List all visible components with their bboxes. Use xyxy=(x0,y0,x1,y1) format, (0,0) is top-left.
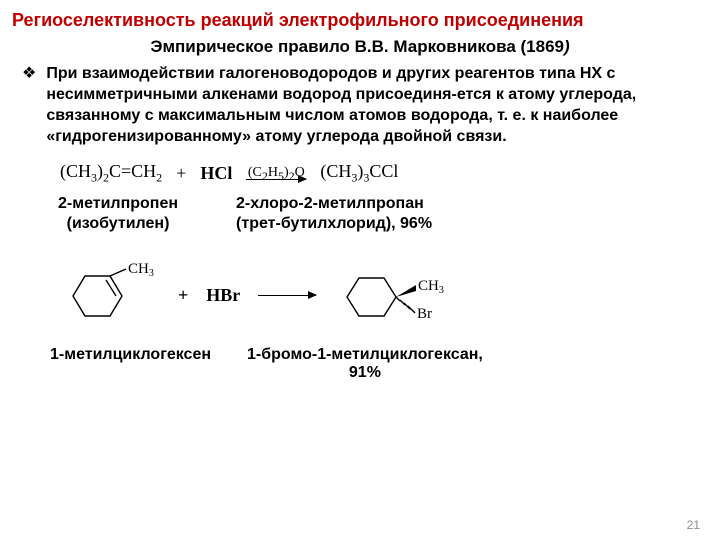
t: (C xyxy=(248,165,262,180)
eq2-plus: + xyxy=(178,285,188,306)
equation-2: CH3 + HBr CH3 Br xyxy=(60,260,720,332)
eq2-arrow xyxy=(258,295,316,296)
subtitle: Эмпирическое правило В.В. Марковникова (… xyxy=(0,35,720,63)
eq1-plus: + xyxy=(176,163,186,184)
t: (CH xyxy=(60,161,91,181)
arrow-line-icon xyxy=(258,295,316,296)
page-number: 21 xyxy=(687,518,700,532)
t: 2 xyxy=(156,171,162,185)
t: CCl xyxy=(369,161,398,181)
arrow-line-icon xyxy=(246,179,306,180)
t: H xyxy=(268,165,278,180)
eq2-labels: 1-метилциклогексен 1-бромо-1-метилциклог… xyxy=(50,346,720,382)
ch3-label: CH3 xyxy=(128,261,154,279)
eq1-label-left: 2-метилпропен (изобутилен) xyxy=(58,194,178,234)
eq2-label-left: 1-метилциклогексен xyxy=(50,346,211,382)
methylcyclohexene-structure: CH3 xyxy=(60,261,160,331)
t: 91% xyxy=(247,364,483,382)
t: (трет-бутилхлорид), 96% xyxy=(236,214,432,234)
eq1-label-right: 2-хлоро-2-метилпропан (трет-бутилхлорид)… xyxy=(236,194,432,234)
page-title: Региоселективность реакций электрофильно… xyxy=(0,0,720,35)
eq1-arrow: (C2H5)2O xyxy=(246,166,306,180)
prod-ch3-label: CH3 xyxy=(418,278,444,296)
eq1-labels: 2-метилпропен (изобутилен) 2-хлоро-2-мет… xyxy=(58,194,720,234)
subtitle-paren: ) xyxy=(564,37,570,56)
eq2-label-right: 1-бромо-1-метилциклогексан, 91% xyxy=(247,346,483,382)
t: C=CH xyxy=(109,161,156,181)
t: (изобутилен) xyxy=(58,214,178,234)
bromomethylcyclohexane-structure: CH3 Br xyxy=(334,260,464,332)
t: 2-метилпропен xyxy=(58,194,178,214)
rule-text: При взаимодействии галогеноводородов и д… xyxy=(46,63,692,147)
bullet-glyph: ❖ xyxy=(22,63,36,85)
rule-bullet-row: ❖ При взаимодействии галогеноводородов и… xyxy=(0,63,720,147)
eq1-reagent: HCl xyxy=(200,163,232,184)
eq1-lhs: (CH3)2C=CH2 xyxy=(60,161,162,186)
subtitle-text: Эмпирическое правило В.В. Марковникова (… xyxy=(150,37,564,56)
t: (CH xyxy=(320,161,351,181)
eq2-reagent: HBr xyxy=(206,285,240,306)
t: HCl xyxy=(200,163,232,183)
t: 2-хлоро-2-метилпропан xyxy=(236,194,432,214)
prod-br-label: Br xyxy=(417,306,432,322)
eq1-rhs: (CH3)3CCl xyxy=(320,161,398,186)
t: 1-бромо-1-метилциклогексан, xyxy=(247,346,483,364)
equation-1: (CH3)2C=CH2 + HCl (C2H5)2O (CH3)3CCl xyxy=(60,161,720,186)
